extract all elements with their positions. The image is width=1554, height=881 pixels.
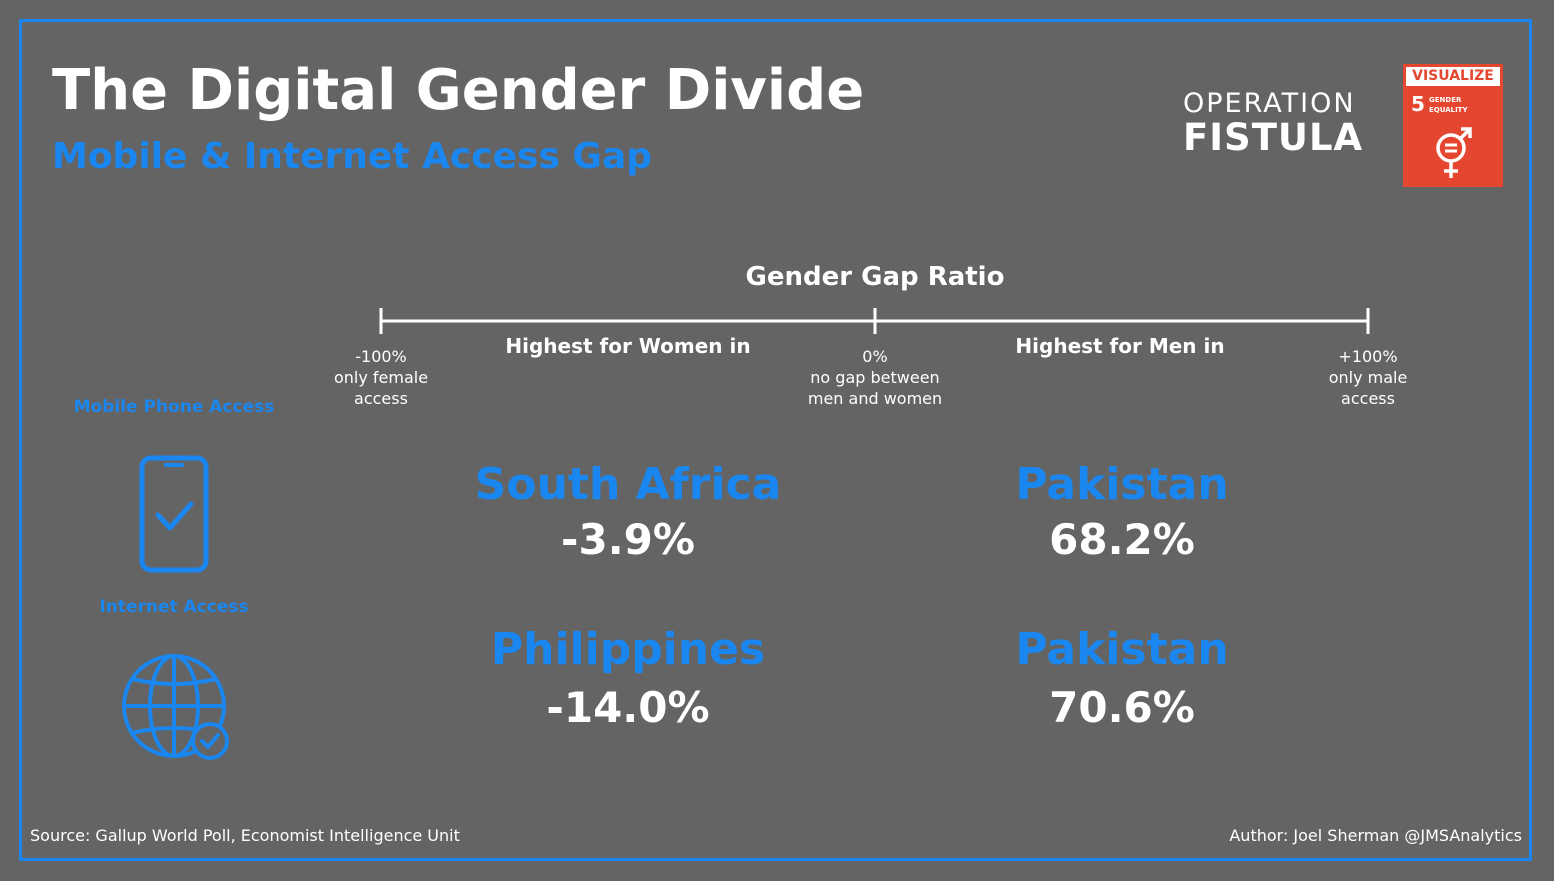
axis-label-right-desc2: access (1341, 389, 1395, 408)
mobile-women-value: -3.9% (561, 515, 695, 564)
brand-line-1: OPERATION (1183, 88, 1356, 119)
brand-line-2: FISTULA (1183, 116, 1364, 159)
axis-label-middle: 0% no gap between men and women (808, 346, 942, 409)
internet-women-country: Philippines (490, 624, 766, 675)
sdg-badge-text: GENDER EQUALITY (1429, 96, 1468, 114)
axis-label-left-value: -100% (355, 347, 407, 366)
axis-label-middle-desc1: no gap between (810, 368, 940, 387)
axis-label-left-desc1: only female (333, 368, 429, 387)
axis-label-right: +100% only male access (1329, 346, 1408, 409)
axis-label-right-value: +100% (1338, 347, 1398, 366)
outer-frame (19, 19, 1532, 861)
scale-title: Gender Gap Ratio (745, 262, 1005, 292)
women-column-heading: Highest for Women in (505, 334, 751, 358)
axis-label-middle-value: 0% (862, 347, 888, 366)
page-subtitle: Mobile & Internet Access Gap (52, 136, 653, 177)
axis-label-right-desc1: only male (1328, 368, 1408, 387)
sdg-badge: VISUALIZE 5 GENDER EQUALITY (1403, 64, 1503, 187)
sdg-badge-number: 5 (1411, 92, 1425, 116)
internet-women-value: -14.0% (546, 683, 710, 732)
page-title: The Digital Gender Divide (52, 58, 865, 123)
mobile-category-label: Mobile Phone Access (73, 397, 275, 417)
axis-label-middle-desc2: men and women (807, 389, 943, 408)
globe-check-icon (122, 654, 229, 760)
internet-category-label: Internet Access (99, 597, 249, 617)
source-note: Source: Gallup World Poll, Economist Int… (30, 826, 460, 845)
internet-men-country: Pakistan (1015, 624, 1229, 675)
axis-label-left: -100% only female access (334, 346, 428, 409)
mobile-men-country: Pakistan (1015, 459, 1229, 510)
operation-fistula-logo: OPERATION FISTULA (1183, 90, 1368, 158)
axis-label-left-desc2: access (354, 389, 408, 408)
men-column-heading: Highest for Men in (1015, 334, 1225, 358)
author-note: Author: Joel Sherman @JMSAnalytics (1229, 826, 1522, 845)
mobile-men-value: 68.2% (1049, 515, 1195, 564)
gender-equality-icon (1436, 127, 1472, 178)
sdg-badge-label: VISUALIZE (1406, 67, 1500, 86)
mobile-phone-check-icon (139, 455, 209, 573)
internet-men-value: 70.6% (1049, 683, 1195, 732)
mobile-women-country: South Africa (474, 459, 782, 510)
